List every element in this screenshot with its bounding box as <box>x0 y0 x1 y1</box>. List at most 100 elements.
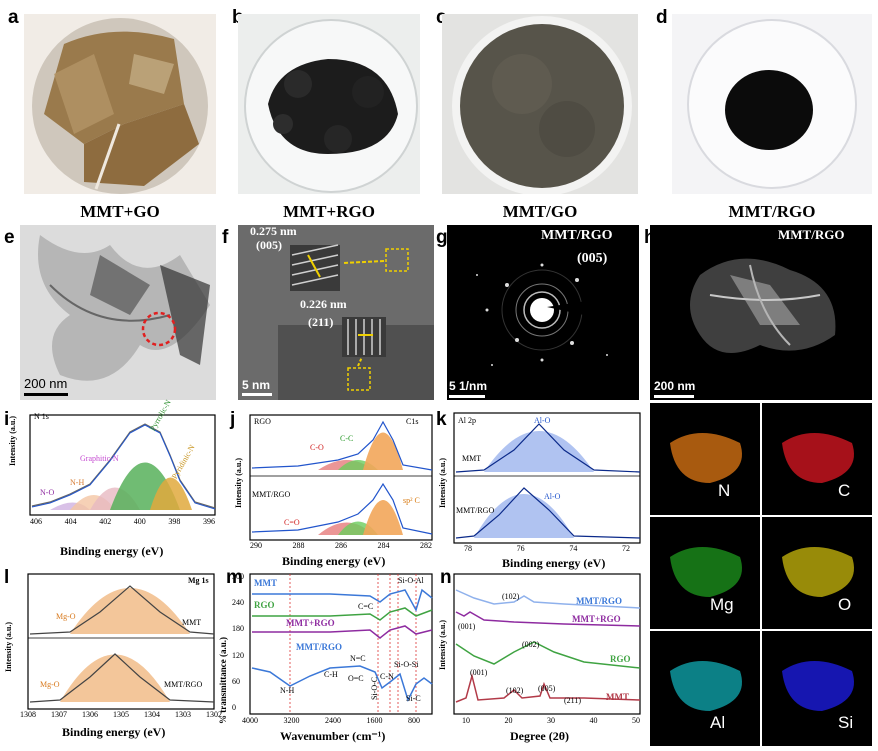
xrd-peak-005: (005) <box>538 684 556 693</box>
d-spacing-1: 0.275 nm <box>250 225 297 238</box>
tick: 120 <box>232 650 244 660</box>
tick: 60 <box>232 676 240 686</box>
xrd-peak-102-top: (102) <box>502 592 520 601</box>
band-c-h: C-H <box>324 670 338 679</box>
band-n-c: N=C <box>350 654 366 663</box>
ylabel-m: % transmittance (a.u.) <box>218 637 228 724</box>
ylabel-n: Intensity (a.u.) <box>438 619 447 670</box>
tag-mmt-rgo-k: MMT/RGO <box>456 506 495 515</box>
eds-label-mg: Mg <box>710 595 734 614</box>
tick: 1305 <box>113 710 129 719</box>
band-si-c: Si-C <box>406 694 421 703</box>
tick: 1600 <box>366 716 383 725</box>
panel-label-e: e <box>4 227 15 248</box>
tick: 40 <box>589 716 598 725</box>
tick: 2400 <box>325 716 341 725</box>
tick: 1302 <box>206 710 222 719</box>
tick: 240 <box>232 598 244 608</box>
hrtem-image-f: 0.275 nm (005) 0.226 nm (211) 5 nm <box>238 225 434 400</box>
panel-label-a: a <box>8 7 19 28</box>
scale-line-h <box>654 395 694 398</box>
tag-c1s: C1s <box>406 417 419 426</box>
chart-m: MMT RGO MMT+RGO MMT/RGO N-H C-H N=C O=C … <box>230 572 436 730</box>
photo-mmt-plus-rgo <box>238 14 420 194</box>
tick: 10 <box>462 716 470 725</box>
hkl-1: (005) <box>256 238 282 252</box>
caption-b: MMT+RGO <box>283 202 375 221</box>
peak-c-double-o: C=O <box>284 518 300 527</box>
tick: 1306 <box>82 710 98 719</box>
panel-label-c: c <box>436 8 447 27</box>
panel-label-l: l <box>4 567 10 588</box>
tick: 4000 <box>242 716 258 725</box>
photo-mmt-go <box>24 14 216 194</box>
tag-mmt-k: MMT <box>462 454 482 463</box>
xlabel-n: Degree (2θ) <box>510 729 570 743</box>
eds-map-si: Si <box>762 631 872 746</box>
ylabel-j: Intensity (a.u.) <box>234 457 243 508</box>
eds-map-mg: Mg <box>650 517 760 629</box>
tick: 282 <box>420 541 432 550</box>
panel-label-f: f <box>222 227 229 248</box>
eds-map-grid: N C Mg O Al Si <box>650 403 872 746</box>
tick: 286 <box>335 541 347 550</box>
band-si-o-al: Si-O-Al <box>398 576 424 585</box>
tick: 30 <box>547 716 555 725</box>
chart-i: N 1s N-O N-H Graphitic-N Pyrrolic-N Pyri… <box>8 398 220 530</box>
panel-label-i: i <box>4 409 10 430</box>
tick: 1304 <box>144 710 160 719</box>
photo-mmt-slash-rgo <box>672 14 872 194</box>
saed-title: MMT/RGO <box>541 228 613 243</box>
saed-image-g: MMT/RGO (005) 5 1/nm <box>447 225 639 400</box>
scale-line-g <box>449 395 485 398</box>
haadf-image-h: MMT/RGO 200 nm <box>650 225 872 400</box>
tick: 398 <box>168 517 181 526</box>
band-c-c: C=C <box>358 602 374 611</box>
xrd-peak-102-mmt: (102) <box>506 686 524 695</box>
peak-label-graphitic: Graphitic-N <box>80 454 119 463</box>
caption-d: MMT/RGO <box>728 202 816 221</box>
scale-bar-g: 5 1/nm <box>449 379 488 393</box>
eds-label-c: C <box>838 481 851 500</box>
xticks-n: 10 20 30 40 50 <box>462 716 640 725</box>
chart-l: Mg 1s Mg-O MMT Mg-O MMT/RGO Intensity (a… <box>4 572 222 719</box>
eds-label-al: Al <box>710 713 726 732</box>
xlabel-m: Wavenumber (cm⁻¹) <box>280 729 386 743</box>
xlabel-j: Binding energy (eV) <box>282 554 386 568</box>
band-n-h: N-H <box>280 686 295 695</box>
tick: 300 <box>232 572 244 581</box>
peak-mg-o-top: Mg-O <box>56 612 76 621</box>
tick: 1307 <box>51 710 67 719</box>
tick: 288 <box>292 541 305 550</box>
tick: 400 <box>133 517 146 526</box>
tag-mmt-l: MMT <box>182 618 202 627</box>
tick: 78 <box>464 544 472 553</box>
ylabel-l: Intensity (a.u.) <box>4 621 13 672</box>
xrd-series-mmt-rgo: MMT/RGO <box>576 596 622 606</box>
tick: 404 <box>64 517 77 526</box>
haadf-title: MMT/RGO <box>778 227 845 242</box>
d-spacing-2: 0.226 nm <box>300 297 347 311</box>
tick: 72 <box>621 544 630 553</box>
band-c-n: C-N <box>380 672 394 681</box>
xticks-k: 78 76 74 72 <box>464 544 630 553</box>
panel-label-g: g <box>436 227 448 248</box>
yticks-m: 300 240 180 120 60 0 <box>232 572 244 712</box>
series-label-mmt-rgo: MMT/RGO <box>296 642 342 652</box>
tick: 74 <box>569 544 578 553</box>
tick: 284 <box>377 541 390 550</box>
xrd-peak-001-mid: (001) <box>458 622 476 631</box>
saed-hkl: (005) <box>577 251 608 266</box>
ylabel-k: Intensity (a.u.) <box>438 457 447 508</box>
scale-bar-e: 200 nm <box>24 376 68 391</box>
tag-mmt-rgo: MMT/RGO <box>252 490 291 499</box>
panel-label-j: j <box>230 409 236 430</box>
band-si-o-c: Si-O-C <box>370 676 379 700</box>
series-label-mmt: MMT <box>254 578 277 588</box>
tem-image-e: 200 nm <box>20 225 216 400</box>
chart-n: (102) (001) (002) (001) (102) (005) (211… <box>438 572 644 730</box>
eds-label-n: N <box>718 481 731 500</box>
xticks-m: 4000 3200 2400 1600 800 <box>242 716 420 725</box>
tick: 396 <box>202 517 215 526</box>
scale-line-f <box>242 393 272 396</box>
